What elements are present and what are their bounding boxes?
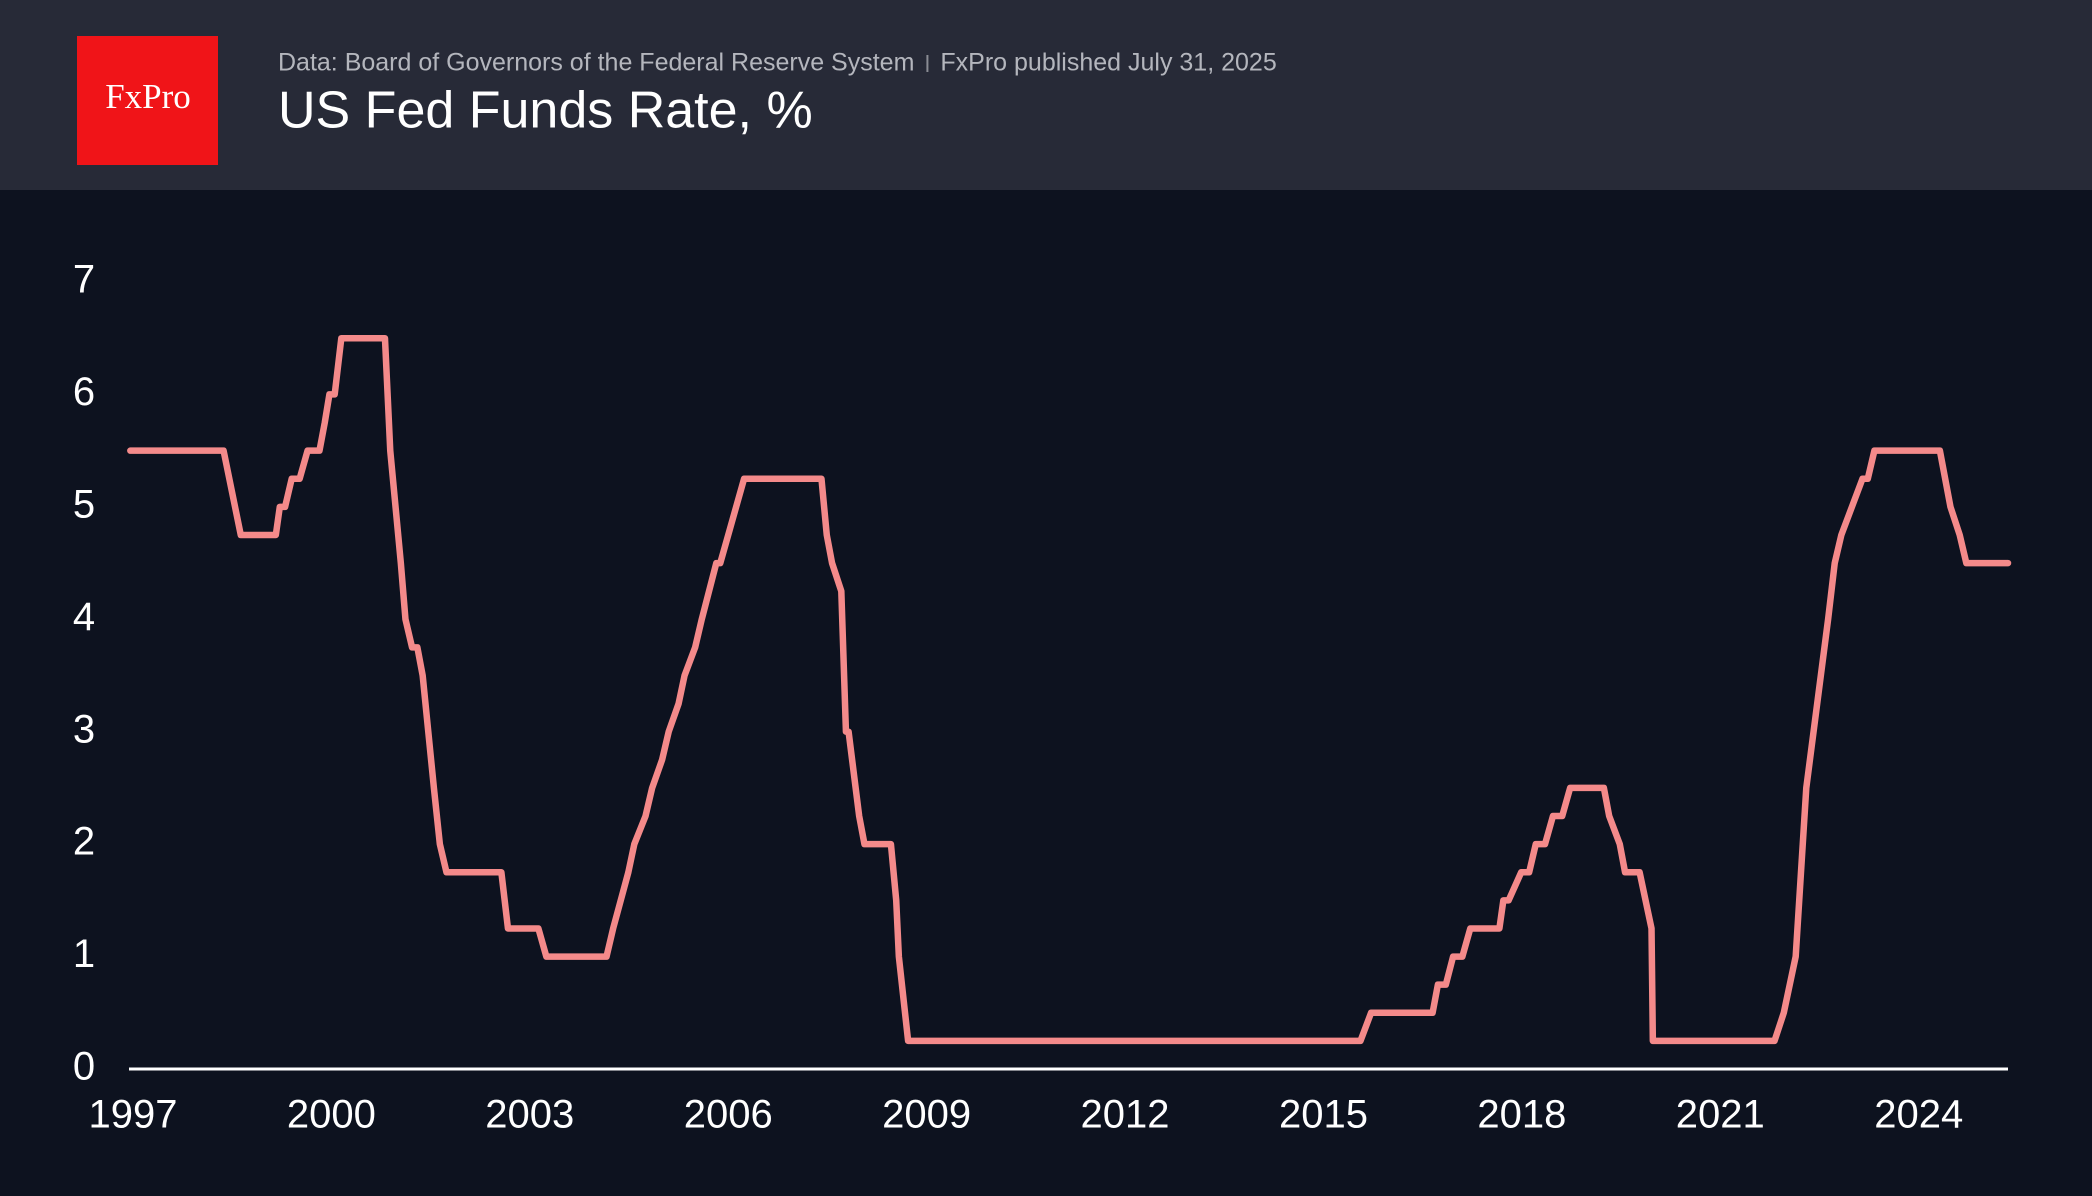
x-tick-label: 2024 bbox=[1874, 1093, 1963, 1137]
data-line bbox=[127, 334, 2012, 1045]
x-tick-label: 2009 bbox=[882, 1093, 971, 1137]
source-note: Data: Board of Governors of the Federal … bbox=[278, 49, 914, 77]
x-tick-label: 2012 bbox=[1081, 1093, 1170, 1137]
x-tick-label: 2006 bbox=[684, 1093, 773, 1137]
x-tick-label: 2018 bbox=[1477, 1093, 1566, 1137]
x-tick-label: 2000 bbox=[287, 1093, 376, 1137]
x-tick-label: 1997 bbox=[88, 1093, 177, 1137]
y-tick-label: 4 bbox=[73, 595, 95, 639]
y-tick-label: 1 bbox=[73, 932, 95, 976]
y-tick-label: 3 bbox=[73, 707, 95, 751]
y-tick-label: 5 bbox=[73, 482, 95, 526]
y-tick-label: 2 bbox=[73, 820, 95, 864]
y-tick-label: 6 bbox=[73, 370, 95, 414]
y-tick-label: 0 bbox=[73, 1045, 95, 1089]
header-band bbox=[0, 0, 2092, 190]
published-note: FxPro published July 31, 2025 bbox=[940, 49, 1276, 77]
chart-title: US Fed Funds Rate, % bbox=[278, 82, 813, 140]
x-tick-label: 2021 bbox=[1676, 1093, 1765, 1137]
logo-box bbox=[77, 36, 218, 165]
logo-text: FxPro bbox=[105, 77, 191, 116]
x-tick-label: 2003 bbox=[485, 1093, 574, 1137]
y-tick-label: 7 bbox=[73, 258, 95, 302]
x-tick-label: 2015 bbox=[1279, 1093, 1368, 1137]
